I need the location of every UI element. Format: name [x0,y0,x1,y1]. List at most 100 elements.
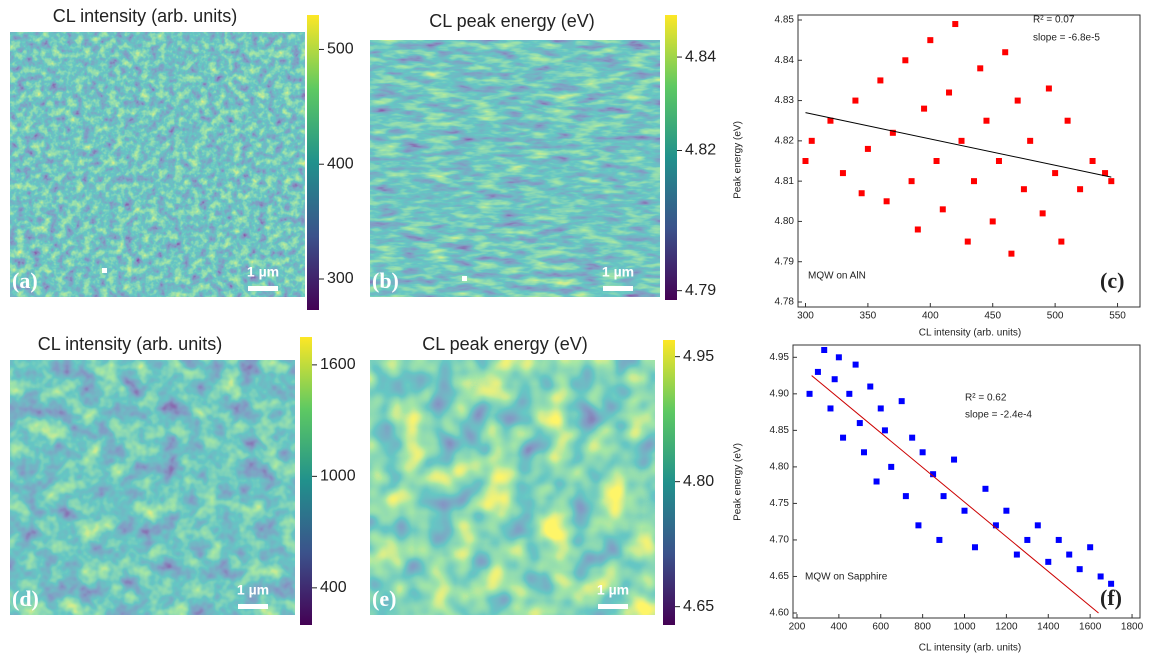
x-tick-label: 1000 [953,622,976,633]
x-axis-label: CL intensity (arb. units) [919,328,1021,339]
colorbar [307,15,319,310]
scatter-point [827,117,834,124]
scatter-point [806,390,813,397]
scatter-point [989,218,996,225]
scatter-point [1108,580,1115,587]
colorbar [663,340,675,625]
x-tick-label: 800 [914,622,931,633]
scatter-point [992,522,999,529]
scatter-point [1087,544,1094,551]
map-image [10,360,295,615]
scatter-point [873,478,880,485]
plot-frame [792,344,1141,619]
scatter-point [961,507,968,514]
scatter-point [1055,536,1062,543]
colorbar-tick-label: 4.95 [683,348,714,365]
panel-label: (a) [12,268,38,293]
scatter-point [889,129,896,136]
fit-line [805,112,1112,178]
scatter-point [930,471,937,478]
colorbar-tick-label: 300 [327,270,354,287]
y-tick-label: 4.70 [770,535,790,546]
scale-bar [238,604,268,609]
scatter-point [1045,558,1052,565]
fit-line [811,375,1099,614]
colorbar [665,15,677,300]
scatter-point [802,158,809,164]
scatter-point [867,383,874,390]
scatter-point [908,178,915,185]
scatter-point [946,89,953,96]
scatter-point [933,158,940,164]
y-tick-label: 4.65 [770,571,790,582]
colorbar-tick-label: 500 [327,41,354,58]
x-tick-label: 500 [1047,311,1064,322]
scatter-point [914,226,921,233]
colorbar-tick-label: 400 [327,155,354,172]
scatter-point [898,398,905,405]
scatter-point [964,238,971,245]
scatter-point [902,57,909,64]
scatter-point [858,190,865,197]
scatter-point [952,21,959,28]
scatter-point [864,145,871,152]
x-tick-label: 200 [789,622,806,633]
scatter-point [881,427,888,434]
panel-label: (c) [1100,268,1124,293]
scatter-point [1064,117,1071,124]
map-image [370,360,655,615]
x-axis-label: CL intensity (arb. units) [919,643,1021,654]
scatter-point [970,178,977,185]
scatter-point [939,206,946,213]
scatter-point [977,65,984,72]
scatter-point [1089,158,1096,164]
scatter-point [883,198,890,205]
x-tick-label: 1400 [1037,622,1060,633]
scatter-point [995,158,1002,164]
y-tick-label: 4.60 [770,608,790,619]
annotation: R² = 0.07 [1033,15,1075,26]
scatter-point [1108,178,1115,185]
scale-bar [598,604,628,609]
scatter-point [1039,210,1046,217]
scatter-point [1097,573,1104,580]
scale-bar-label: 1 µm [247,264,279,280]
y-tick-label: 4.78 [775,297,795,308]
scatter-point [1045,85,1052,92]
scatter-point [983,117,990,124]
scatter-point [860,449,867,456]
scatter-point [927,37,934,44]
scatter-point [888,463,895,470]
scatter-point [835,354,842,361]
scatter-point [846,390,853,397]
scatter-point [1034,522,1041,529]
panel-label: (e) [372,586,396,611]
scatter-point [902,493,909,500]
annotation: slope = -6.8e-5 [1033,33,1100,44]
scatter-point [1102,170,1109,177]
scatter-point [1027,137,1034,144]
y-axis-label: Peak energy (eV) [733,121,744,199]
colorbar-tick-label: 400 [320,579,347,596]
scale-bar-label: 1 µm [237,582,269,598]
panel-label: (d) [12,586,39,611]
y-tick-label: 4.82 [775,135,795,146]
annotation: slope = -2.4e-4 [965,410,1032,421]
scatter-point [827,405,834,412]
scatter-point [982,485,989,492]
scatter-point [814,368,821,375]
annotation: MQW on Sapphire [805,572,888,583]
y-tick-label: 4.90 [770,388,790,399]
scatter-point [936,536,943,543]
scatter-point [1013,551,1020,558]
x-tick-label: 450 [984,311,1001,322]
y-tick-label: 4.79 [775,256,795,267]
colorbar-tick-label: 1600 [320,356,356,373]
map-image [370,40,660,297]
annotation: MQW on AlN [808,271,866,282]
scatter-point [840,434,847,441]
y-tick-label: 4.95 [770,352,790,363]
scale-bar-label: 1 µm [602,264,634,280]
scatter-point [958,137,965,144]
scatter-point [1002,49,1009,56]
